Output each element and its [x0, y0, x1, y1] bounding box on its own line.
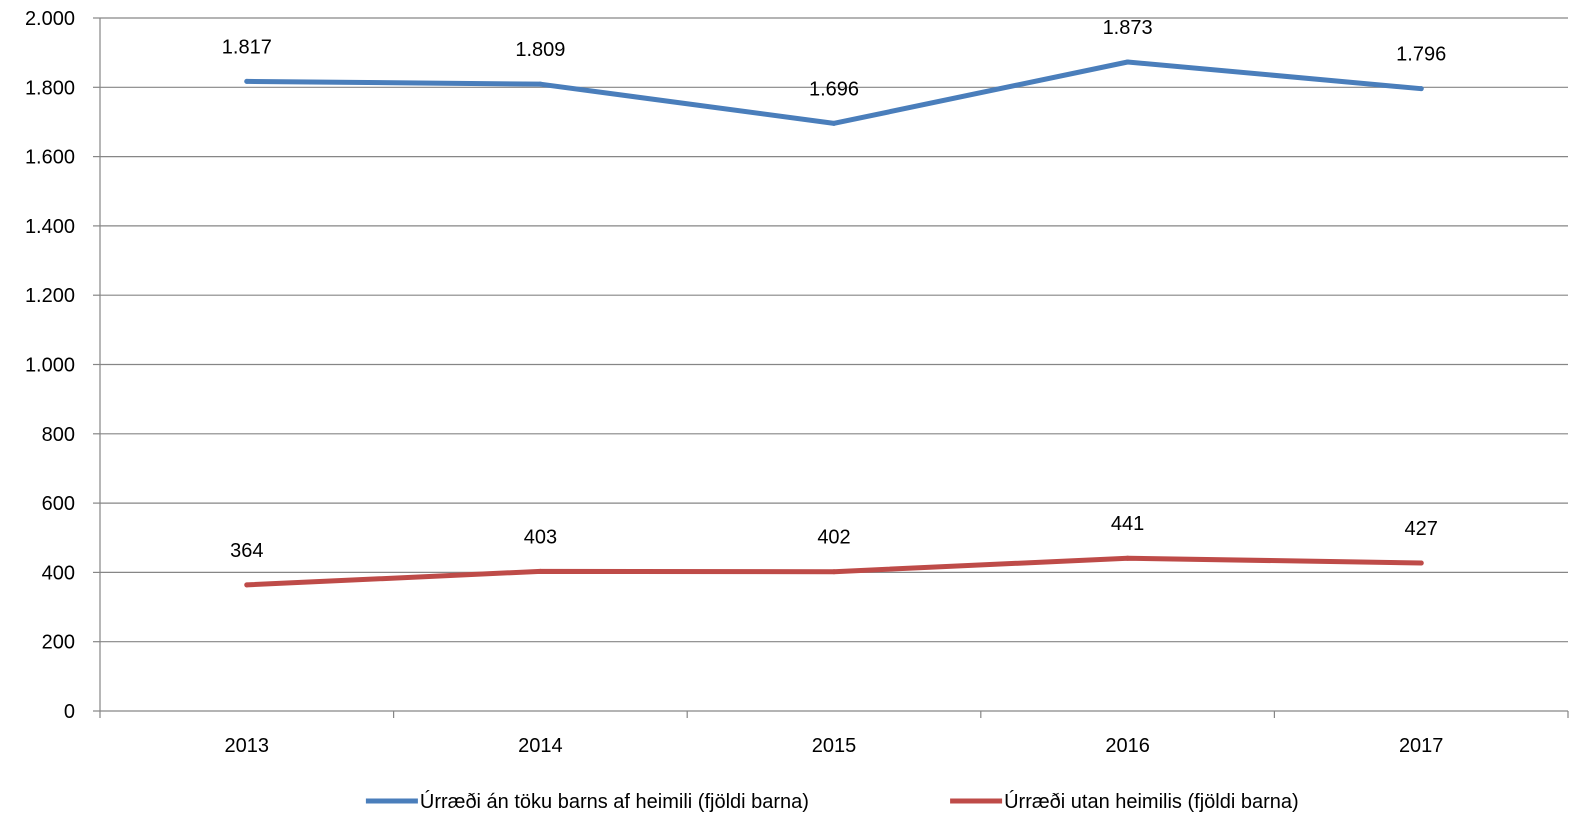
x-tick-label: 2017 [1399, 735, 1444, 757]
y-tick-label: 1.600 [25, 147, 75, 169]
data-label: 1.696 [809, 78, 859, 100]
legend-label-1: Úrræði án töku barns af heimili (fjöldi … [420, 790, 809, 813]
x-tick-label: 2014 [518, 735, 563, 757]
x-tick-label: 2016 [1105, 735, 1150, 757]
y-tick-label: 800 [42, 424, 75, 446]
series-lines [244, 59, 1424, 588]
gridlines [100, 17, 1568, 643]
legend-label-2: Úrræði utan heimilis (fjöldi barna) [1004, 790, 1299, 813]
data-point [244, 78, 250, 84]
data-label: 1.873 [1103, 17, 1153, 39]
y-tick-label: 600 [42, 493, 75, 515]
y-tick-label: 1.000 [25, 355, 75, 377]
data-label: 1.817 [222, 36, 272, 58]
y-tick-label: 2.000 [25, 8, 75, 30]
x-tick-label: 2013 [225, 735, 270, 757]
y-tick-label: 1.200 [25, 285, 75, 307]
data-label: 427 [1405, 518, 1438, 540]
data-label: 1.796 [1396, 44, 1446, 66]
data-label: 403 [524, 526, 557, 548]
data-point [1418, 86, 1424, 92]
data-label: 402 [817, 527, 850, 549]
y-tick-label: 200 [42, 632, 75, 654]
data-point [1125, 59, 1131, 65]
data-point [537, 568, 543, 574]
y-tick-label: 0 [64, 701, 75, 723]
data-point [831, 569, 837, 575]
y-tick-label: 1.800 [25, 77, 75, 99]
data-point [1418, 560, 1424, 566]
data-point [831, 120, 837, 126]
x-axis-ticks: 2013 2014 2015 2016 2017 [99, 711, 1569, 757]
data-point [244, 582, 250, 588]
data-point [537, 81, 543, 87]
y-tick-label: 400 [42, 562, 75, 584]
x-tick-label: 2015 [812, 735, 857, 757]
data-label: 441 [1111, 513, 1144, 535]
legend: Úrræði án töku barns af heimili (fjöldi … [365, 790, 1299, 813]
data-label: 364 [230, 540, 263, 562]
y-axis-ticks: 0 200 400 600 800 1.000 1.200 1.400 1.600 1.800 2.… [25, 8, 100, 723]
data-labels: 1.817 1.809 1.696 1.873 1.796 364 403 402 441 427 [222, 17, 1446, 562]
y-tick-label: 1.400 [25, 216, 75, 238]
data-label: 1.809 [515, 39, 565, 61]
data-point [1125, 555, 1131, 561]
